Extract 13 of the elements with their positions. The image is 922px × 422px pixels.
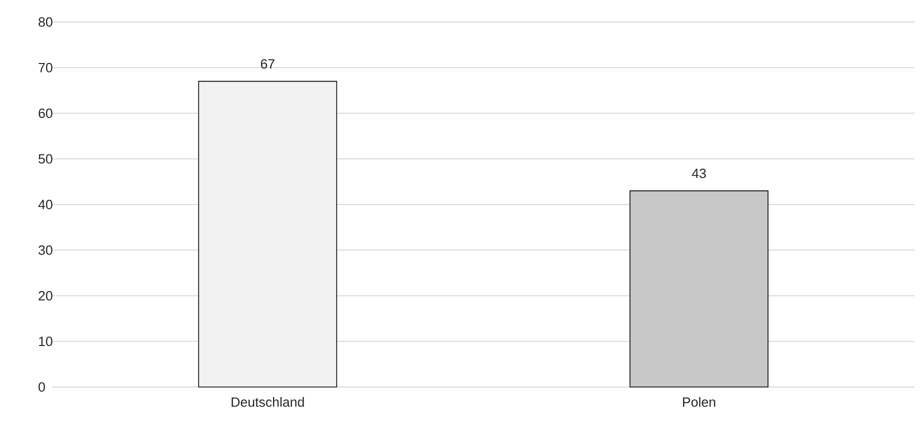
y-tick-label: 40 <box>38 200 52 210</box>
y-tick-label: 10 <box>39 336 52 346</box>
y-tick-label: 0 <box>38 382 45 392</box>
y-tick-label: 60 <box>38 108 52 118</box>
y-tick-label: 30 <box>38 245 52 255</box>
y-tick-label: 80 <box>38 17 52 27</box>
y-tick-label: 70 <box>38 62 52 72</box>
x-tick-label: Polen <box>683 397 716 407</box>
y-tick-label: 20 <box>38 291 52 300</box>
data-label: 43 <box>692 168 706 178</box>
data-label: 67 <box>260 59 274 69</box>
x-tick-label: Deutschland <box>232 397 304 407</box>
y-tick-label: 50 <box>38 154 52 164</box>
